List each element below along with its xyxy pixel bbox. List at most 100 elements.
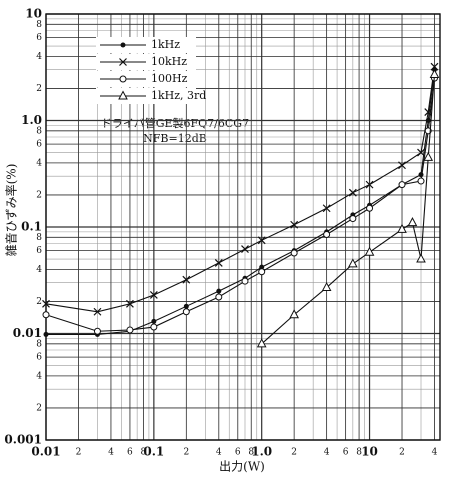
data-point [366, 204, 374, 212]
legend-marker [118, 90, 128, 100]
data-point [397, 223, 407, 233]
x-tick-label: 6 [235, 448, 241, 458]
data-point [216, 288, 222, 294]
x-tick-label: 0.01 [31, 445, 60, 459]
legend-label: 100Hz [151, 72, 188, 85]
data-point [398, 161, 406, 170]
annotation: ドライバ管GE製6FQ7/6CG7 [101, 116, 249, 130]
data-point [417, 177, 425, 185]
y-tick-label: 0.1 [21, 220, 42, 234]
data-point [182, 275, 191, 284]
series-line [261, 74, 436, 345]
y-tick-label: 2 [36, 297, 42, 307]
data-point [149, 291, 158, 299]
data-point [42, 311, 50, 319]
x-tick-label: 8 [356, 448, 362, 458]
y-tick-label: 4 [36, 158, 42, 168]
data-point [289, 309, 300, 319]
series-line [46, 69, 436, 335]
y-tick-label: 6 [36, 140, 42, 150]
x-tick-label: 10 [361, 445, 378, 459]
y-tick-label: 8 [36, 339, 42, 349]
data-point [348, 188, 357, 197]
x-tick-label: 2 [183, 448, 189, 458]
data-point [349, 215, 357, 223]
x-tick-label: 2 [76, 448, 82, 458]
data-point [430, 62, 439, 71]
data-point [364, 246, 375, 256]
data-point [241, 245, 249, 254]
x-tick-label: 6 [343, 448, 349, 458]
x-tick-label: 8 [141, 448, 147, 458]
y-tick-label: 8 [36, 126, 42, 136]
x-tick-label: 1.0 [251, 445, 272, 459]
y-tick-label: 4 [36, 371, 42, 381]
y-tick-label: 4 [36, 52, 42, 62]
y-axis-label: 雑音ひずみ率(%) [4, 164, 19, 257]
data-point [259, 264, 265, 270]
data-point [321, 281, 332, 292]
legend-label: 1kHz [151, 38, 180, 51]
data-point [418, 172, 424, 178]
y-tick-label: 6 [36, 33, 42, 43]
legend-marker [119, 58, 127, 66]
y-tick-label: 8 [36, 233, 42, 243]
data-point [417, 148, 425, 157]
data-point [215, 293, 223, 301]
data-point [183, 303, 189, 309]
y-tick-label: 0.01 [13, 326, 42, 340]
data-point [365, 180, 374, 189]
y-tick-label: 8 [36, 20, 42, 30]
legend-label: 1kHz, 3rd [151, 89, 206, 102]
data-point [323, 231, 331, 239]
data-point [258, 268, 266, 276]
y-tick-label: 2 [36, 403, 42, 413]
x-tick-label: 6 [127, 448, 133, 458]
y-tick-label: 6 [36, 246, 42, 256]
legend-label: 10kHz [151, 55, 187, 68]
data-point [322, 204, 331, 213]
data-point [416, 253, 426, 263]
data-point [43, 331, 49, 337]
x-tick-label: 0.1 [143, 445, 164, 459]
y-tick-label: 6 [36, 353, 42, 363]
data-point [256, 338, 267, 348]
series-line [45, 78, 436, 332]
data-point [241, 277, 249, 285]
data-point [290, 249, 298, 257]
data-point [182, 308, 190, 316]
x-tick-label: 2 [291, 448, 297, 458]
data-point [93, 307, 102, 316]
data-point [150, 323, 158, 331]
series-line [45, 66, 436, 313]
y-tick-label: 2 [36, 84, 42, 94]
data-point [93, 327, 101, 335]
x-axis-label: 出力(W) [219, 460, 265, 474]
legend-marker [119, 75, 127, 83]
annotation: NFB=12dB [143, 132, 207, 145]
data-point [257, 236, 266, 245]
data-point [214, 258, 223, 267]
data-point [42, 299, 50, 308]
data-point [290, 220, 299, 229]
x-tick-label: 8 [248, 448, 254, 458]
y-tick-label: 2 [36, 190, 42, 200]
data-point [407, 217, 418, 227]
data-point [151, 318, 157, 324]
x-tick-label: 4 [108, 448, 114, 458]
data-point [125, 299, 134, 308]
y-tick-label: 4 [36, 265, 42, 275]
data-point [398, 181, 406, 189]
plot-frame [45, 13, 441, 441]
x-tick-label: 4 [432, 448, 438, 458]
data-point [423, 151, 434, 161]
x-tick-label: 4 [324, 448, 330, 458]
y-tick-label: 0.001 [4, 433, 42, 447]
y-tick-label: 10 [25, 7, 42, 21]
data-point [126, 326, 134, 334]
data-point [348, 258, 358, 268]
data-point [429, 68, 440, 79]
y-tick-label: 1.0 [21, 113, 42, 127]
x-tick-label: 4 [216, 448, 222, 458]
